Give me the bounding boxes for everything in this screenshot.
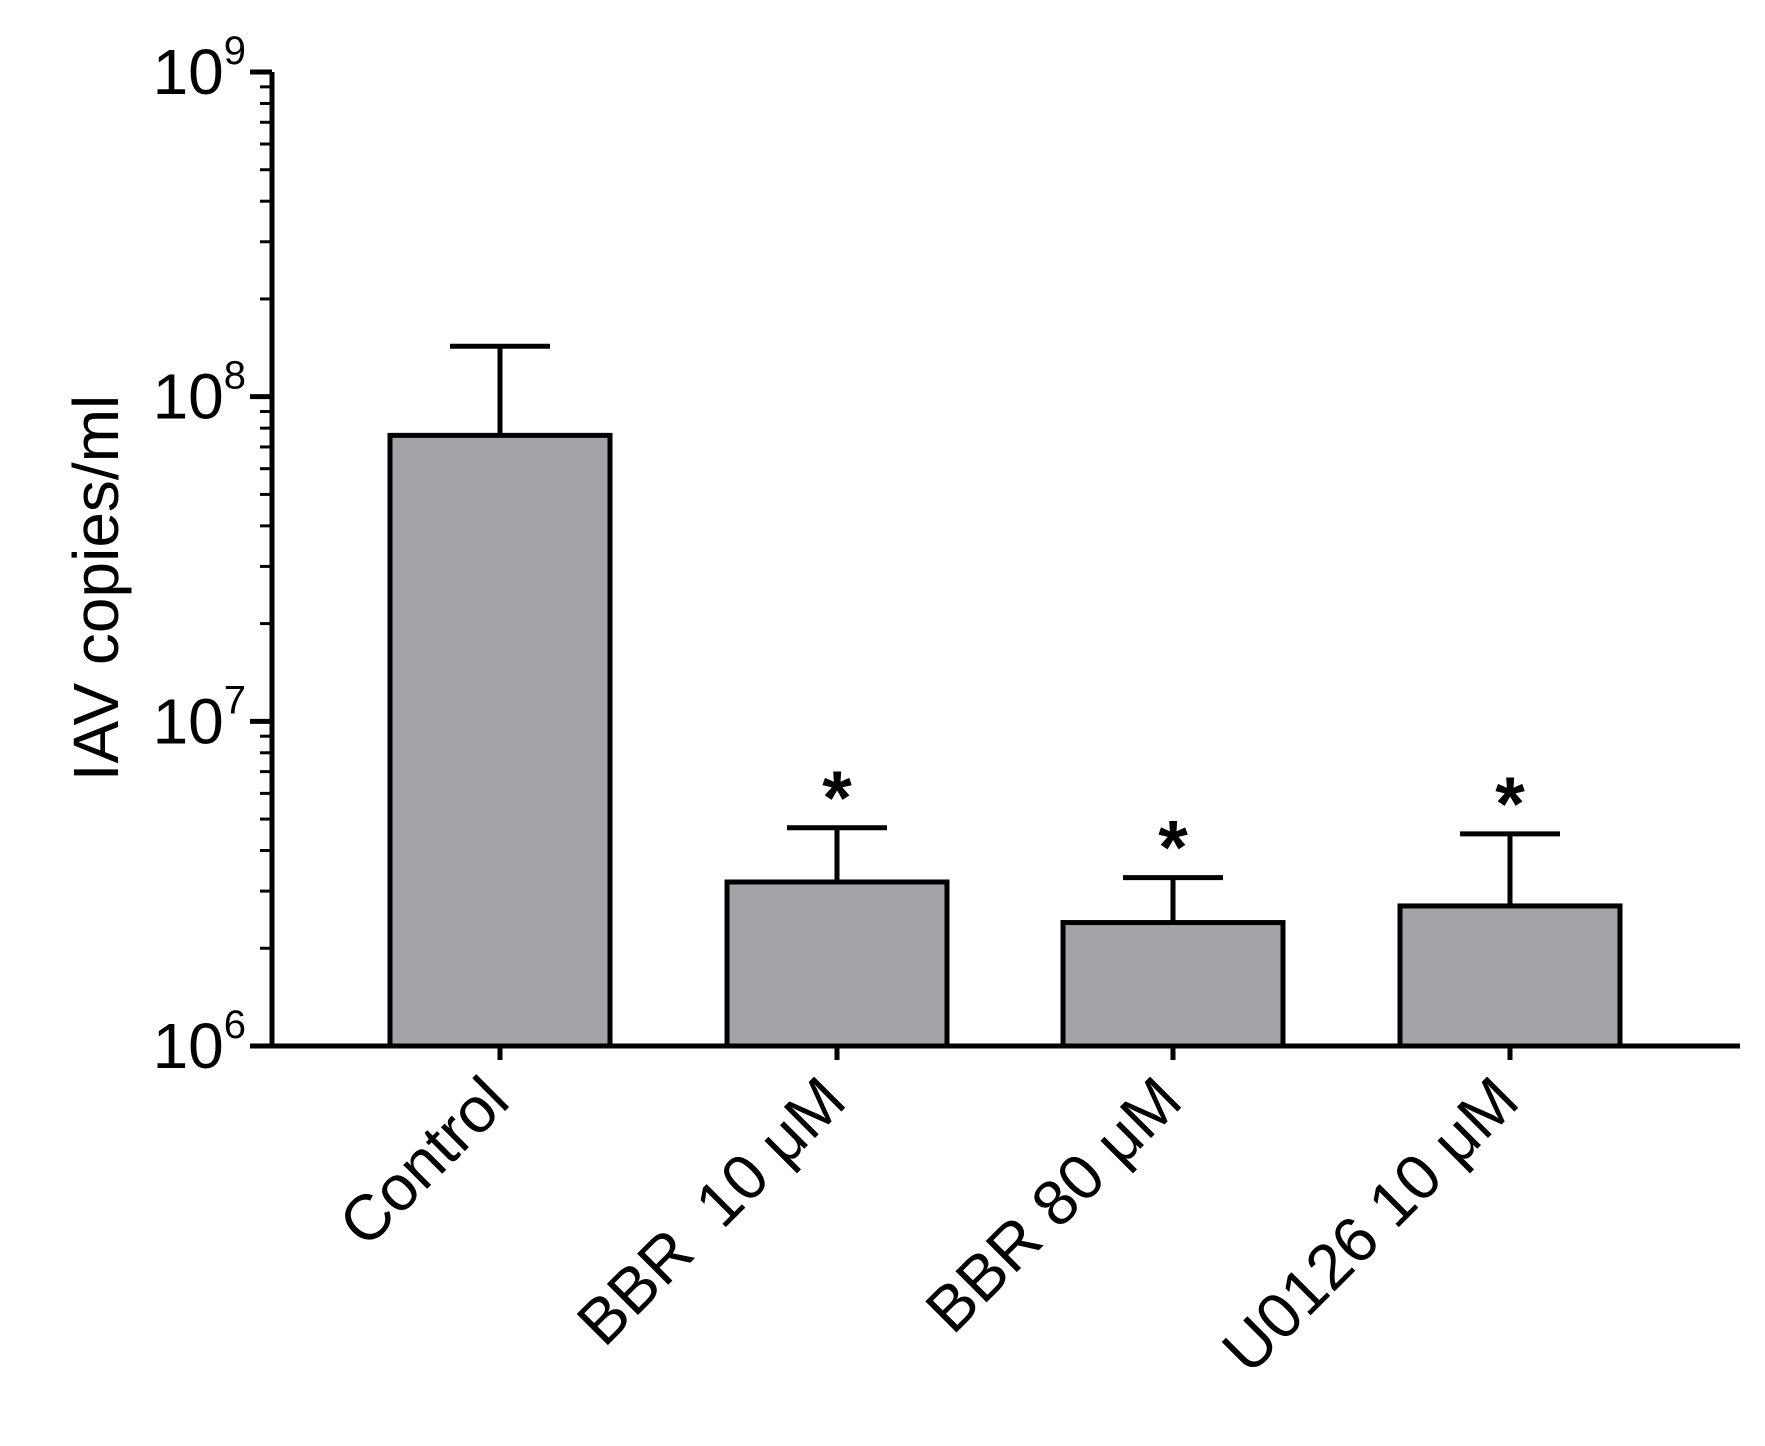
- y-tick-label-base: 10: [153, 1010, 224, 1082]
- bar: [1397, 903, 1623, 1049]
- x-tick-label: Control: [325, 1063, 522, 1260]
- y-tick-label-exponent: 8: [224, 354, 246, 398]
- bar: [387, 432, 613, 1049]
- x-tick-label: BBR 10 μM: [563, 1063, 859, 1359]
- significance-asterisk: *: [1495, 762, 1525, 847]
- x-tick-labels: Control BBR 10 μM BBR 80 μM U0126 10 μM: [325, 1063, 1532, 1387]
- y-tick-label-base: 10: [153, 685, 224, 757]
- y-tick-label-exponent: 6: [224, 1003, 246, 1047]
- x-tick-label: U0126 10 μM: [1208, 1063, 1532, 1387]
- significance-markers: * * *: [822, 756, 1525, 891]
- bar: [1060, 920, 1286, 1049]
- x-tick-label: BBR 80 μM: [912, 1063, 1195, 1346]
- y-tick-label: 107: [153, 678, 246, 757]
- significance-asterisk: *: [1158, 806, 1188, 891]
- y-tick-label: 109: [153, 29, 246, 108]
- axes: [250, 69, 1740, 1060]
- bar: [724, 879, 950, 1049]
- y-tick-label-base: 10: [153, 36, 224, 108]
- bars: [387, 432, 1623, 1049]
- significance-asterisk: *: [822, 756, 852, 841]
- error-bars: [450, 343, 1560, 923]
- y-tick-label: 108: [153, 354, 246, 433]
- y-tick-label-exponent: 9: [224, 29, 246, 73]
- y-axis-label: IAV copies/ml: [60, 395, 132, 782]
- y-tick-label-base: 10: [153, 361, 224, 433]
- y-tick-label-exponent: 7: [224, 678, 246, 722]
- y-tick-label: 106: [153, 1003, 246, 1082]
